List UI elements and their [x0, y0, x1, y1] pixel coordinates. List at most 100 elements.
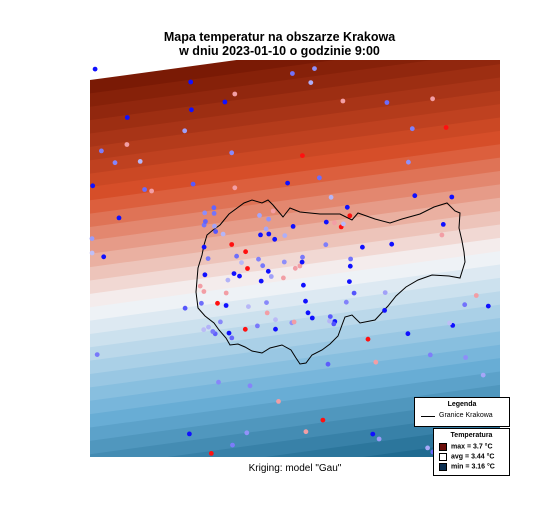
station-point [237, 273, 242, 279]
station-point [255, 323, 260, 329]
station-point [229, 335, 235, 341]
station-point [149, 188, 155, 194]
station-point [282, 233, 288, 239]
station-point [202, 272, 208, 278]
station-point [211, 211, 217, 216]
station-point [291, 319, 297, 325]
station-point [208, 451, 214, 456]
min-swatch-icon [439, 463, 447, 471]
station-point [270, 208, 276, 214]
max-value: 3.7 °C [473, 443, 493, 451]
surface-band [90, 64, 500, 135]
station-point [272, 236, 278, 242]
station-point [258, 278, 264, 284]
station-point [312, 66, 317, 71]
surface-band [90, 344, 500, 415]
station-point [260, 263, 266, 269]
station-point [264, 310, 270, 316]
station-point [485, 303, 491, 309]
station-point [232, 91, 238, 97]
station-point [340, 98, 346, 104]
station-point [348, 256, 353, 262]
station-point [216, 379, 221, 385]
station-point [300, 153, 305, 159]
station-point [303, 298, 308, 304]
station-point [473, 293, 479, 298]
station-point [268, 274, 274, 279]
station-point [382, 290, 388, 295]
station-point [187, 431, 192, 437]
station-point [202, 210, 208, 216]
station-point [201, 222, 207, 228]
station-point [99, 148, 104, 154]
station-point [90, 183, 96, 189]
station-point [425, 445, 430, 451]
station-point [231, 271, 237, 276]
station-point [265, 268, 271, 274]
max-swatch-icon [439, 443, 447, 451]
station-point [300, 254, 305, 260]
station-point [365, 336, 371, 342]
surface-band [90, 90, 500, 162]
surface-band [90, 224, 500, 295]
station-point [292, 265, 298, 271]
station-point [220, 231, 226, 237]
surface-band [90, 211, 500, 282]
station-point [246, 304, 251, 309]
station-point [230, 442, 235, 448]
avg-swatch-icon [439, 453, 447, 461]
station-point [229, 150, 235, 156]
surface-band [90, 277, 500, 349]
station-point [427, 352, 433, 358]
station-point [258, 232, 263, 238]
station-point [276, 399, 281, 404]
station-point [440, 222, 446, 227]
station-point [443, 125, 449, 130]
surface-band [90, 104, 500, 175]
station-point [347, 213, 353, 219]
station-point [480, 372, 486, 378]
surface-band [90, 197, 500, 268]
station-point [210, 329, 216, 334]
krakow-boundary [195, 199, 466, 365]
station-point [266, 231, 272, 237]
station-point [290, 224, 296, 229]
temp-legend-title: Temperatura [450, 432, 493, 439]
max-label: max = [451, 443, 472, 451]
station-point [462, 302, 468, 308]
legend-title: Legenda [447, 401, 477, 408]
station-point [273, 326, 278, 332]
min-value: 3.16 °C [471, 463, 495, 471]
surface-band [90, 117, 500, 188]
station-point [327, 314, 333, 319]
station-point [256, 256, 261, 262]
station-point [223, 290, 229, 296]
station-point [405, 331, 411, 337]
station-point [124, 142, 130, 147]
station-point [273, 317, 278, 323]
station-point [299, 259, 305, 265]
station-point [229, 242, 235, 247]
surface-band [90, 264, 500, 335]
station-point [325, 361, 331, 367]
station-point [247, 383, 253, 389]
station-point [384, 100, 390, 105]
station-point [205, 256, 211, 261]
station-point [344, 204, 350, 210]
station-point [245, 266, 250, 271]
station-point [370, 431, 376, 437]
surface-band [90, 291, 500, 362]
surface-band [90, 384, 500, 456]
station-point [199, 300, 204, 306]
station-point [223, 303, 229, 308]
station-point [244, 430, 250, 436]
station-point [373, 359, 379, 365]
station-point [116, 215, 122, 221]
station-point [290, 71, 295, 76]
station-point [92, 66, 98, 72]
station-point [188, 79, 194, 85]
avg-label: avg = [451, 453, 470, 461]
surface-band [90, 184, 500, 255]
temp-legend-avg: avg = 3.44 °C [439, 453, 495, 462]
